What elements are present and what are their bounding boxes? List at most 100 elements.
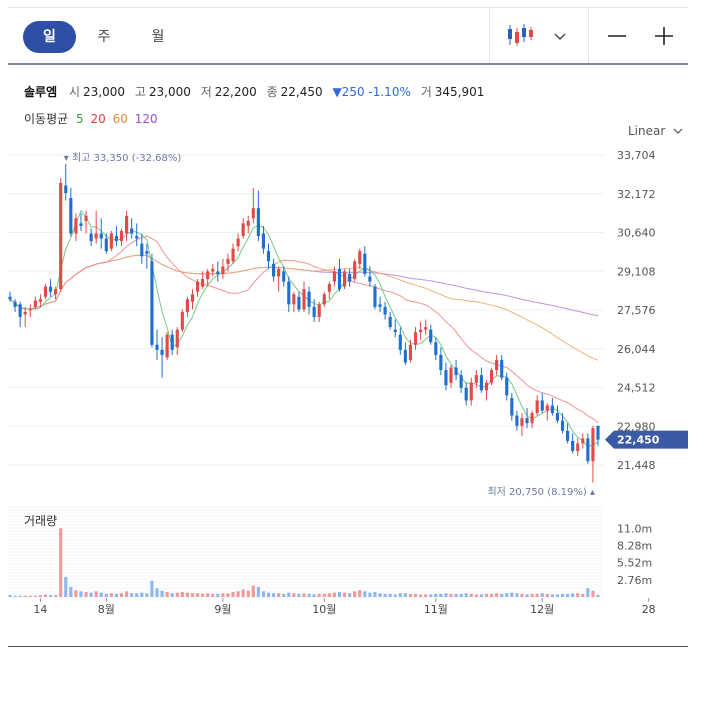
volume-bar xyxy=(444,593,448,597)
candle-body xyxy=(413,332,418,345)
candle-body xyxy=(297,296,301,310)
volume-bar xyxy=(23,595,27,597)
volume-bar xyxy=(125,591,129,597)
candle-body xyxy=(464,387,468,401)
candle-body xyxy=(434,342,438,355)
price-summary: 솔루엠 시 23,000 고 23,000 저 22,200 종 22,450 ▼250… xyxy=(24,83,490,100)
high-annotation: ▾ 최고 33,350 (-32.68%) xyxy=(64,152,182,164)
volume-bar xyxy=(515,593,519,597)
minus-icon[interactable] xyxy=(605,26,629,46)
candle-body xyxy=(449,367,453,383)
volume-bar xyxy=(530,593,534,597)
price-tick-label: 30,640 xyxy=(617,227,656,240)
volume-bar xyxy=(282,593,286,597)
volume-bar xyxy=(464,593,468,597)
volume-bar xyxy=(586,588,590,597)
volume-bar xyxy=(576,593,580,597)
candle-body xyxy=(64,185,68,194)
candle-body xyxy=(383,306,387,315)
volume-bar xyxy=(403,593,407,597)
x-tick-label: 10월 xyxy=(312,603,336,616)
candle-body xyxy=(495,359,499,371)
volume-bar xyxy=(449,593,453,597)
price-tick-label: 21,448 xyxy=(617,459,656,472)
candle-body xyxy=(140,243,144,257)
volume-bar xyxy=(226,593,230,597)
volume-bar xyxy=(59,528,63,597)
candle-body xyxy=(596,425,600,440)
candle-body xyxy=(272,263,276,277)
candle-body xyxy=(393,329,397,333)
candle-body xyxy=(160,349,164,355)
candle-body xyxy=(175,329,179,348)
volume-title: 거래량 xyxy=(24,514,57,528)
candle-body xyxy=(261,233,266,249)
volume-bar xyxy=(500,593,504,597)
candle-body xyxy=(89,233,93,242)
volume-bar xyxy=(292,593,296,597)
current-price-tag xyxy=(605,430,688,449)
volume-bar xyxy=(342,592,347,597)
volume-bar xyxy=(48,595,53,597)
volume-bar xyxy=(474,594,478,597)
tab-weekly[interactable]: 주 xyxy=(97,29,111,45)
volume-bar xyxy=(99,592,103,597)
volume-bar xyxy=(560,593,565,597)
volume-bar xyxy=(231,592,235,597)
scale-mode-selector[interactable]: Linear xyxy=(628,124,684,138)
candle-body xyxy=(282,271,286,282)
volume-bar xyxy=(358,590,362,597)
candle-body xyxy=(170,334,174,350)
open-label: 시 xyxy=(68,85,80,99)
volume-bar xyxy=(484,593,489,597)
candle-body xyxy=(195,281,200,292)
volume-bar xyxy=(201,593,205,597)
volume-bar xyxy=(322,593,326,597)
volume-bar xyxy=(150,580,154,597)
volume-bar xyxy=(211,593,215,597)
high-value: 23,000 xyxy=(148,85,191,99)
chevron-down-icon[interactable] xyxy=(553,28,567,40)
candle-body xyxy=(525,418,529,424)
x-tick-label: 9월 xyxy=(214,603,231,616)
candle-body xyxy=(591,428,595,462)
control-divider xyxy=(588,7,589,64)
volume-bar xyxy=(495,593,499,597)
volume-bar xyxy=(408,593,413,597)
volume-bar xyxy=(140,592,144,597)
candle-body xyxy=(241,223,245,237)
volume-bar xyxy=(368,592,372,597)
candle-body xyxy=(403,349,407,363)
candlestick-icon[interactable] xyxy=(505,22,537,48)
volume-bar xyxy=(540,593,544,597)
change-value: ▼250 -1.10% xyxy=(332,85,411,99)
price-tick-label: 29,108 xyxy=(617,265,656,278)
candle-body xyxy=(398,334,402,350)
volume-bar xyxy=(353,591,357,597)
candle-body xyxy=(99,233,103,239)
volume-bar xyxy=(155,588,159,597)
volume-bar xyxy=(266,592,271,597)
volume-bar xyxy=(261,591,266,597)
volume-bar xyxy=(388,593,392,597)
candle-body xyxy=(185,299,189,312)
volume-bar xyxy=(38,595,42,597)
plus-icon[interactable] xyxy=(652,25,676,47)
candle-body xyxy=(130,228,134,234)
candle-body xyxy=(581,438,585,444)
candle-body xyxy=(342,271,347,287)
candle-body xyxy=(474,375,478,383)
candle-body xyxy=(94,233,98,239)
candle-body xyxy=(322,294,326,305)
candle-body xyxy=(571,440,575,452)
high-label: 고 xyxy=(134,85,146,99)
tab-monthly[interactable]: 월 xyxy=(151,29,165,45)
volume-tick-label: 2.76m xyxy=(617,574,652,587)
volume-bar xyxy=(489,593,494,597)
volume-bar xyxy=(429,594,433,597)
candle-body xyxy=(226,258,230,264)
volume-bar xyxy=(109,593,113,597)
x-tick-label: 14 xyxy=(33,603,47,616)
tab-daily[interactable]: 일 xyxy=(23,21,76,53)
